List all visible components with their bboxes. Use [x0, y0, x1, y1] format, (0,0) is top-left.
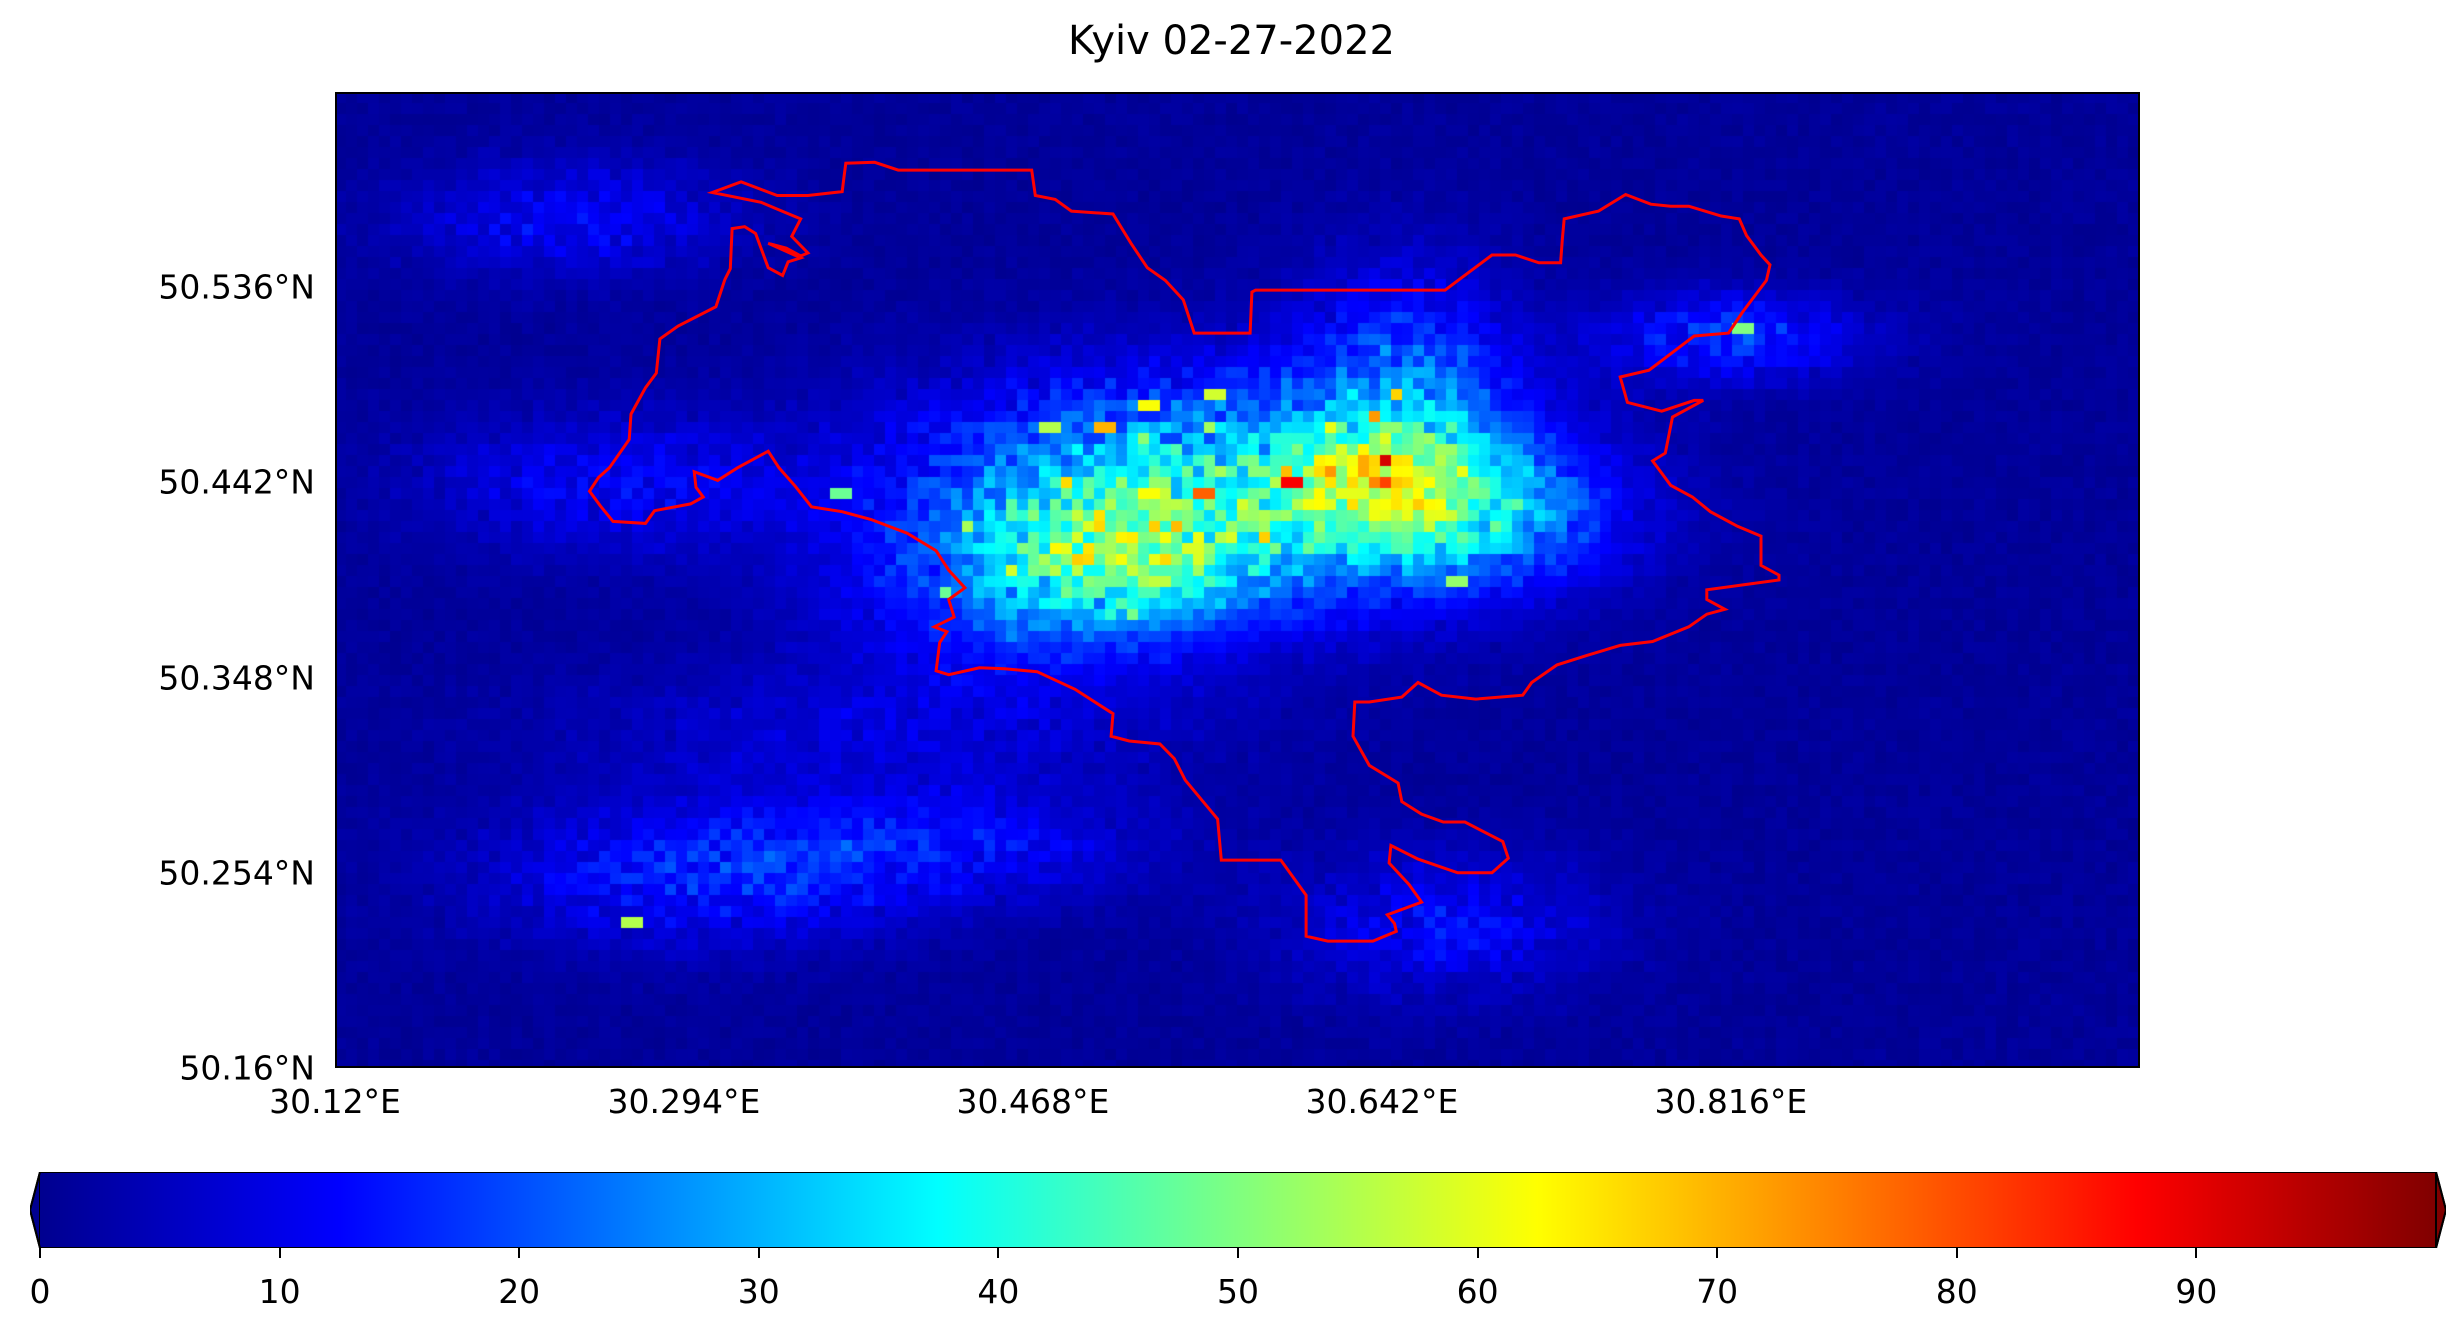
colorbar-tick-label: 10	[258, 1272, 301, 1311]
colorbar	[30, 1172, 2446, 1248]
colorbar-extend-max	[2435, 1172, 2446, 1248]
lat-tick-label: 50.16°N	[179, 1048, 315, 1088]
kyiv-boundary-line	[587, 160, 1781, 943]
colorbar-tick-mark	[997, 1248, 1000, 1258]
heatmap-plot-area	[335, 92, 2140, 1068]
lon-tick-label: 30.816°E	[1654, 1082, 1808, 1121]
lat-tick-label: 50.254°N	[158, 853, 315, 893]
city-boundary-outline	[587, 160, 1781, 943]
lon-tick-label: 30.642°E	[1305, 1082, 1459, 1121]
lon-tick-label: 30.294°E	[607, 1082, 761, 1121]
colorbar-tick-label: 60	[1456, 1272, 1499, 1311]
light-intensity-heatmap	[335, 92, 2140, 1068]
colorbar-tick-label: 40	[977, 1272, 1020, 1311]
lon-tick-label: 30.468°E	[956, 1082, 1110, 1121]
lat-tick-label: 50.536°N	[158, 267, 315, 307]
colorbar-tick-mark	[1955, 1248, 1958, 1258]
colorbar-tick-mark	[39, 1248, 41, 1258]
lat-tick-label: 50.348°N	[158, 658, 315, 698]
map-title: Kyiv 02-27-2022	[1068, 18, 1395, 64]
colorbar-tick-label: 90	[2175, 1272, 2218, 1311]
colorbar-tick-mark	[518, 1248, 521, 1258]
colorbar-tick-mark	[278, 1248, 281, 1258]
lon-tick-label: 30.12°E	[269, 1082, 401, 1121]
colorbar-tick-label: 50	[1217, 1272, 1259, 1311]
colorbar-gradient	[40, 1173, 2436, 1247]
colorbar-tick-mark	[1716, 1248, 1719, 1258]
colorbar-tick-label: 30	[737, 1272, 780, 1311]
lat-tick-label: 50.442°N	[158, 462, 315, 502]
colorbar-tick-mark	[2195, 1248, 2198, 1258]
colorbar-tick-label: 70	[1696, 1272, 1739, 1311]
colorbar-extend-min	[30, 1172, 41, 1248]
colorbar-tick-label: 0	[29, 1272, 51, 1311]
colorbar-tick-label: 20	[498, 1272, 541, 1311]
colorbar-tick-mark	[757, 1248, 760, 1258]
colorbar-tick-mark	[1237, 1248, 1239, 1258]
colorbar-tick-label: 80	[1935, 1272, 1978, 1311]
colorbar-tick-mark	[1476, 1248, 1479, 1258]
